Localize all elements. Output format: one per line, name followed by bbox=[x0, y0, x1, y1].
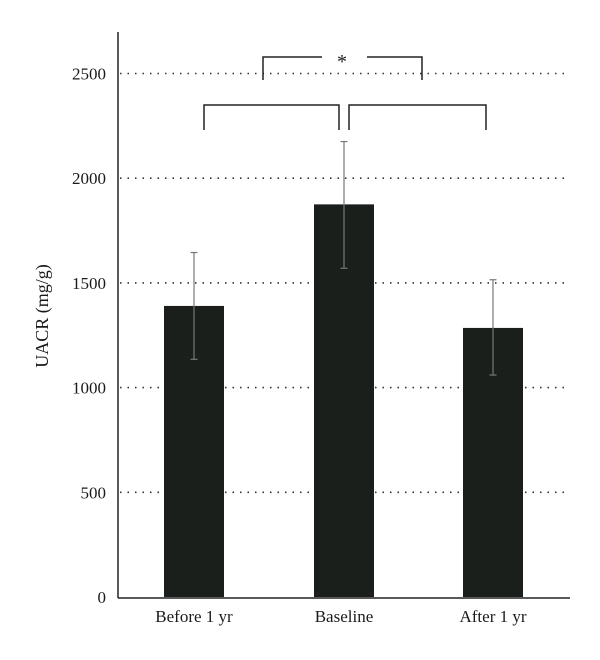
axes bbox=[117, 32, 570, 599]
bar bbox=[314, 204, 374, 597]
bracket-before-baseline bbox=[203, 104, 340, 130]
y-tick-label: 2500 bbox=[72, 65, 106, 84]
y-tick-labels: 0 500 1000 1500 2000 2500 bbox=[72, 65, 106, 608]
bracket-before-after-left bbox=[262, 56, 322, 80]
significance-asterisk: * bbox=[337, 51, 347, 73]
x-tick-labels: Before 1 yr Baseline After 1 yr bbox=[155, 607, 527, 626]
bars bbox=[164, 204, 523, 597]
x-tick-label: Before 1 yr bbox=[155, 607, 233, 626]
y-axis-title: UACR (mg/g) bbox=[32, 264, 53, 368]
x-tick-label: Baseline bbox=[315, 607, 374, 626]
y-tick-label: 2000 bbox=[72, 169, 106, 188]
bracket-baseline-after bbox=[348, 104, 487, 130]
y-tick-label: 500 bbox=[81, 483, 107, 502]
error-bars bbox=[190, 140, 497, 376]
x-tick-label: After 1 yr bbox=[459, 607, 526, 626]
y-tick-label: 1500 bbox=[72, 274, 106, 293]
bracket-before-after-right bbox=[367, 56, 423, 80]
significance-brackets: * bbox=[203, 51, 487, 130]
y-tick-label: 1000 bbox=[72, 379, 106, 398]
y-tick-label: 0 bbox=[98, 588, 107, 607]
